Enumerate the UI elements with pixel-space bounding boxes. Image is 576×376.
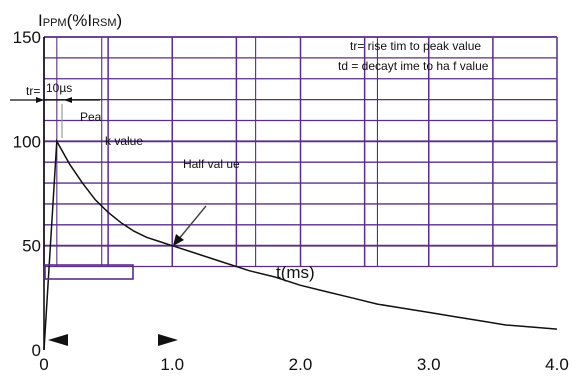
axis-ticks: 0 1.0 2.0 3.0 4.0 0 50 100 150	[13, 28, 569, 374]
tr-arrow-right	[36, 97, 44, 103]
y-tick-label: 100	[13, 132, 41, 151]
x-axis-label: t(ms)	[276, 263, 315, 282]
half-value-arrowhead	[173, 234, 184, 246]
tr-arrow-left	[64, 97, 72, 103]
x-tick-label: 2.0	[289, 355, 313, 374]
bottom-arrow-left	[48, 334, 68, 346]
y-tick-label: 150	[13, 28, 41, 47]
peak-label-part2: k value	[105, 134, 143, 148]
y-axis-label: IPPM(%IRSM)	[38, 11, 122, 30]
series-layer	[43, 138, 558, 351]
y-tick-label: 0	[32, 341, 41, 360]
x-tick-label: 4.0	[545, 355, 569, 374]
half-value-pointer	[177, 205, 207, 241]
x-tick-label: 3.0	[417, 355, 441, 374]
x-tick-label: 0	[39, 355, 48, 374]
tr-value: 10µs	[46, 81, 72, 95]
waveform-line	[43, 138, 558, 351]
tr-label: tr=	[26, 84, 40, 98]
y-tick-label: 50	[22, 237, 41, 256]
bottom-arrow-right	[158, 334, 178, 346]
reference-box	[44, 264, 134, 280]
x-tick-label: 1.0	[160, 355, 184, 374]
legend-decay-time: td = decayt ime to ha f value	[338, 59, 489, 73]
half-value-label: Half val ue	[183, 157, 240, 171]
legend-rise-time: tr= rise tim to peak value	[350, 39, 481, 53]
peak-label-part1: Pea	[80, 110, 102, 124]
